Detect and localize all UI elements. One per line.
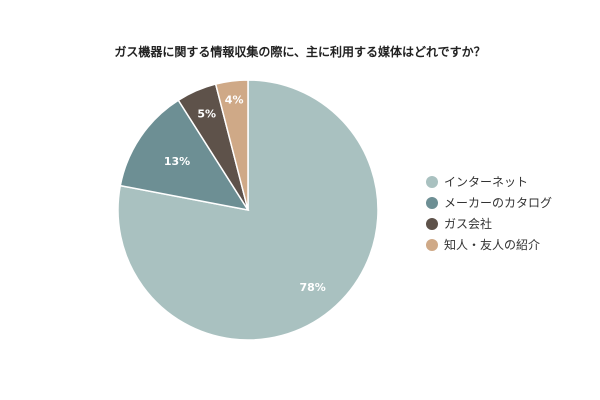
chart-title: ガス機器に関する情報収集の際に、主に利用する媒体はどれですか？: [114, 45, 486, 59]
legend-swatch: [426, 196, 438, 209]
slice-value-label: 13%: [164, 155, 190, 168]
legend-swatch: [426, 238, 438, 251]
legend-swatch: [426, 175, 438, 188]
slice-value-label: 4%: [225, 93, 244, 106]
chart-legend: インターネットメーカーのカタログ ガス会社知人・友人の紹介: [426, 171, 552, 255]
legend-item: メーカーのカタログ: [426, 192, 552, 213]
slice-value-label: 5%: [197, 108, 216, 121]
legend-label: 知人・友人の紹介: [444, 238, 541, 252]
legend-item: ガス会社: [426, 213, 552, 234]
legend-item: 知人・友人の紹介: [426, 234, 552, 255]
slice-value-label: 78%: [299, 281, 325, 294]
legend-label: ガス会社: [444, 217, 493, 231]
pie-slice-4: [214, 79, 249, 211]
legend-label: メーカーのカタログ: [444, 196, 553, 210]
legend-swatch: [426, 217, 438, 230]
legend-item: インターネット: [426, 171, 552, 192]
pie-slice-2: [119, 99, 250, 212]
legend-label: インターネット: [444, 175, 529, 189]
